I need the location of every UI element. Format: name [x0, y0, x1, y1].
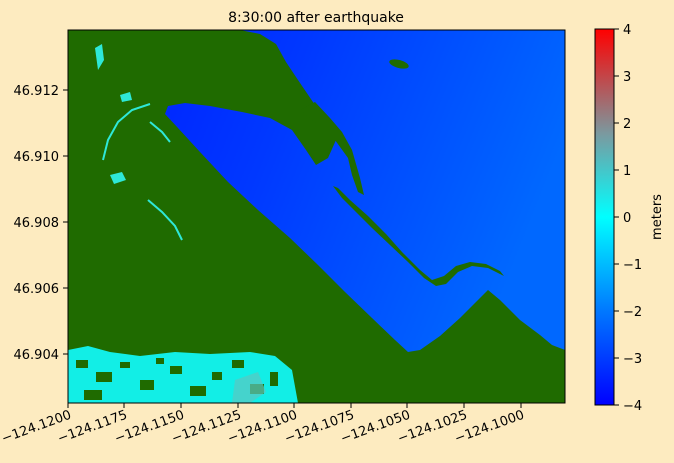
colorbar-label: meters [650, 194, 665, 240]
colorbar: 4 3 2 1 0 −1 −2 −3 −4 meters [594, 23, 665, 414]
inland-channel [95, 44, 104, 70]
inland-channel [110, 172, 126, 184]
islet [389, 59, 409, 69]
colorbar-tick-label: −3 [623, 352, 642, 367]
colorbar-tick-label: 2 [623, 117, 631, 132]
inland-channel [102, 103, 151, 161]
colorbar-tick-label: 0 [623, 211, 631, 226]
y-tick-label: 46.906 [14, 282, 60, 297]
land-mass [68, 30, 565, 403]
colorbar-tick-label: −2 [623, 305, 642, 320]
y-axis: 46.912 46.910 46.908 46.906 46.904 [14, 84, 68, 363]
colorbar-tick-label: 1 [623, 164, 631, 179]
inland-channel [149, 121, 171, 143]
colorbar-tick-label: 4 [623, 23, 631, 38]
x-axis: −124.1200 −124.1175 −124.1150 −124.1125 … [0, 403, 526, 447]
y-tick-label: 46.904 [14, 348, 60, 363]
inland-channel [147, 199, 183, 241]
map-plot-area [68, 30, 565, 403]
colorbar-tick-label: −4 [623, 399, 642, 414]
flooded-lowland-land-patches [76, 358, 278, 400]
colorbar-tick-label: −1 [623, 258, 642, 273]
y-tick-label: 46.910 [14, 150, 60, 165]
plot-title: 8:30:00 after earthquake [228, 10, 404, 26]
colorbar-tick-label: 3 [623, 70, 631, 85]
colorbar-gradient [594, 28, 615, 406]
y-tick-label: 46.912 [14, 84, 60, 99]
inland-channel [120, 92, 132, 102]
flooded-lowland-shade [232, 372, 266, 403]
plot-frame [67, 29, 566, 404]
north-shoal [300, 102, 364, 195]
y-tick-label: 46.908 [14, 216, 60, 231]
